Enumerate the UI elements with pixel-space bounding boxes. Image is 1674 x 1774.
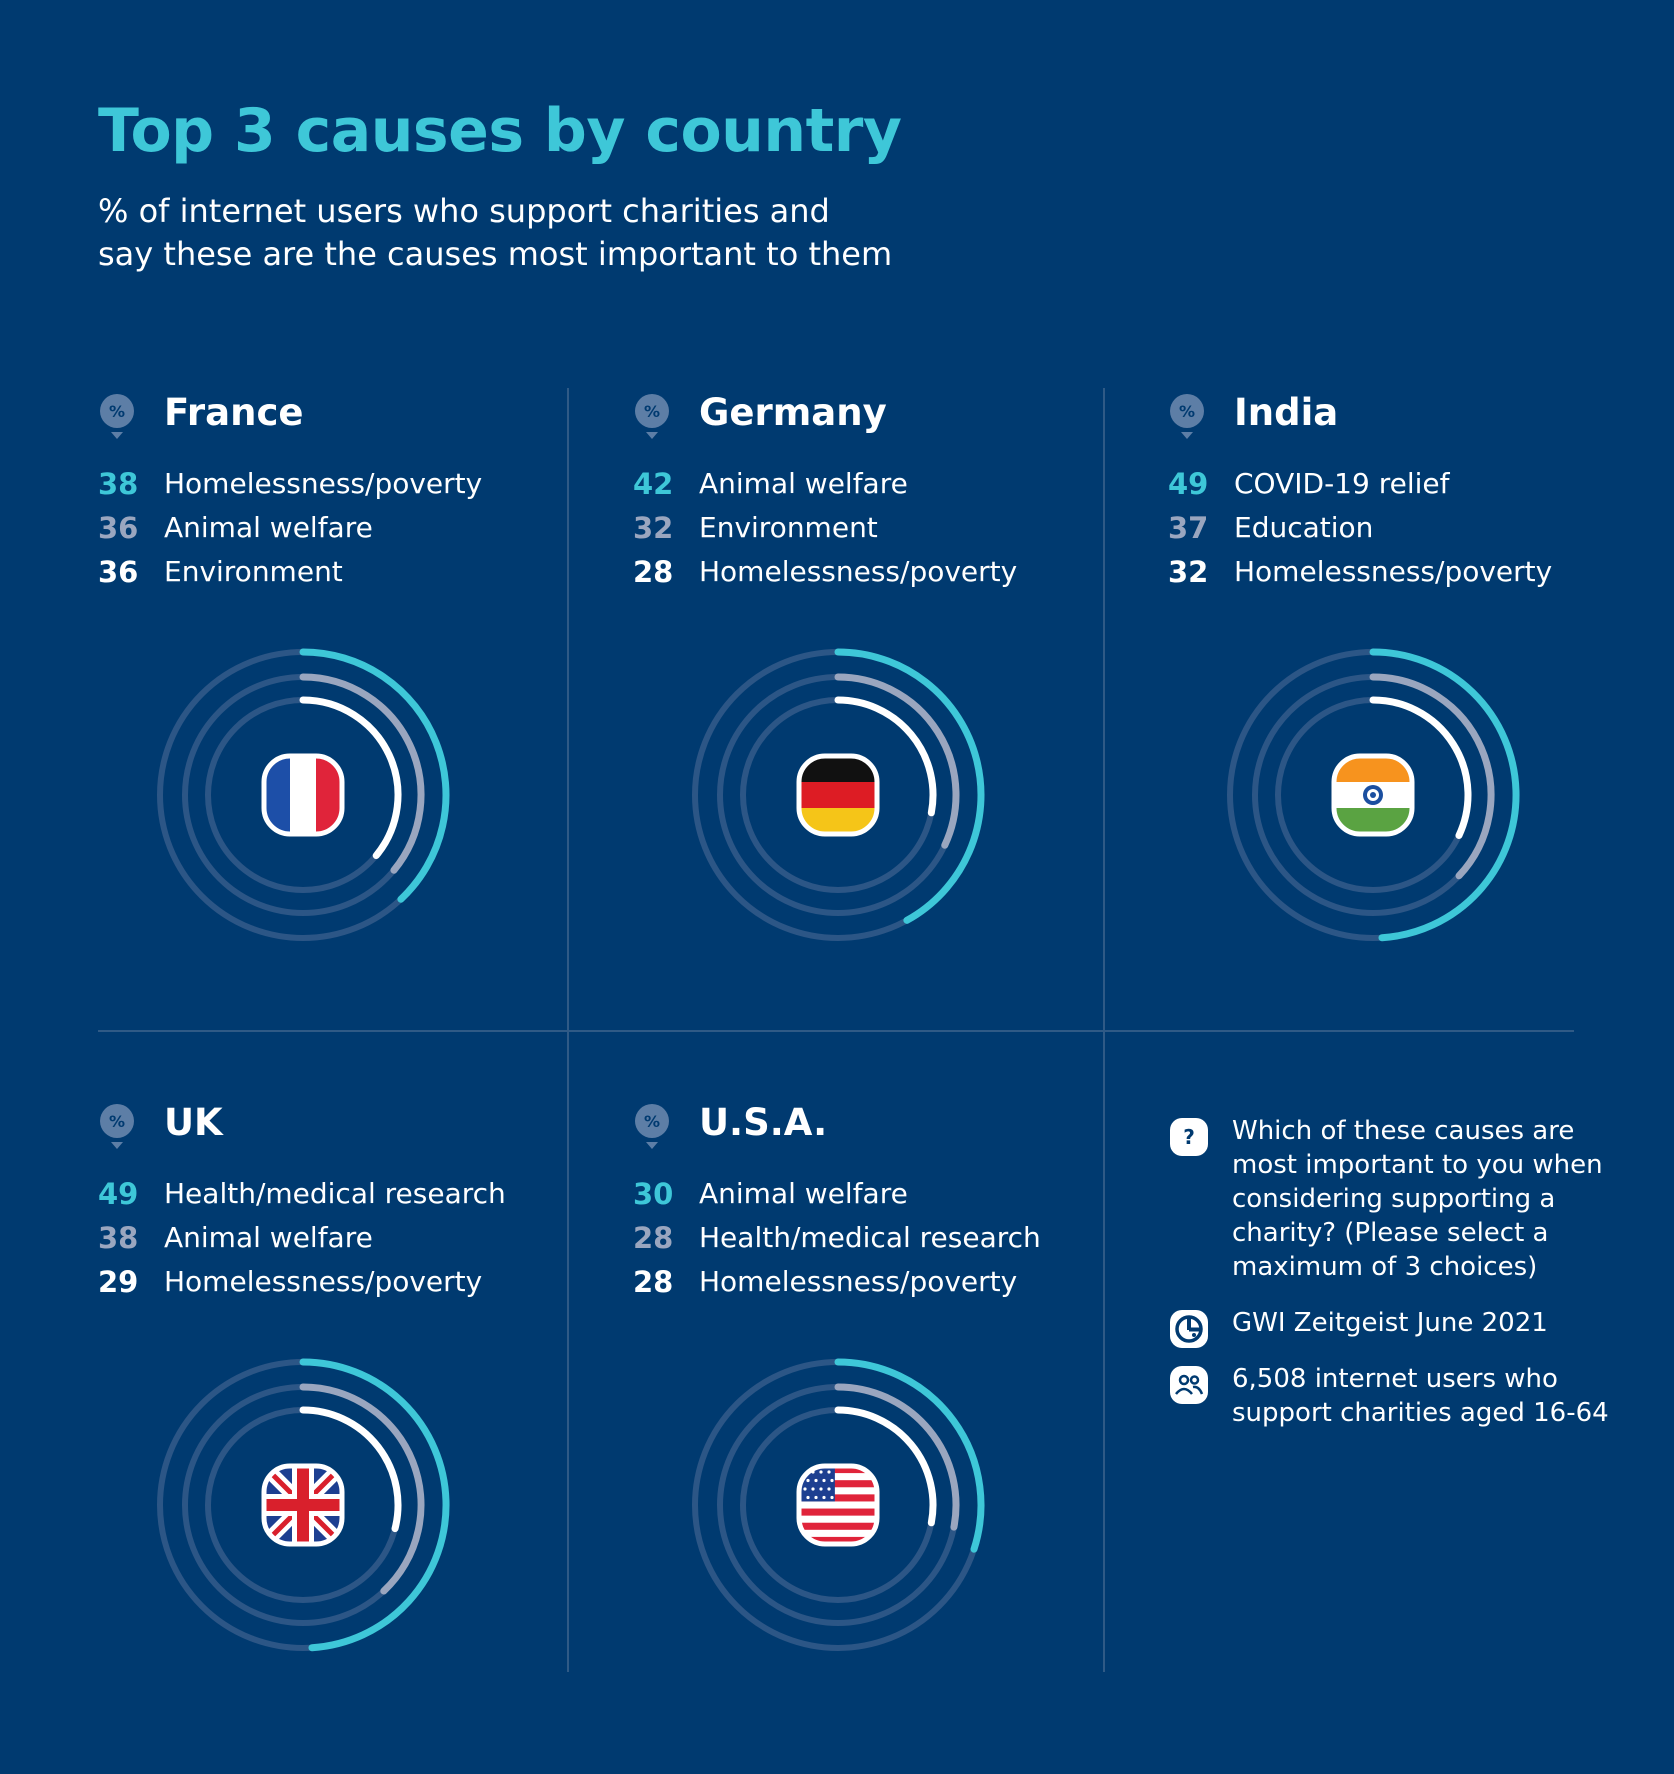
cause-value: 32 xyxy=(1168,555,1209,589)
percent-badge-icon: % xyxy=(635,394,669,439)
country-panel-india: % India 49 COVID-19 relief 37 Education 32 Hom… xyxy=(1168,390,1674,990)
cause-label: Health/medical research xyxy=(699,1221,1041,1254)
subtitle-line-1: % of internet users who support charitie… xyxy=(98,192,830,230)
question-icon: ? xyxy=(1170,1118,1208,1156)
cause-label: Homelessness/poverty xyxy=(1234,555,1553,588)
ring-arc-3 xyxy=(834,696,937,817)
page-subtitle: % of internet users who support charitie… xyxy=(98,190,998,276)
cause-label: Animal welfare xyxy=(699,1177,908,1210)
radial-chart-uk xyxy=(157,1358,450,1652)
ring-arc-1 xyxy=(834,1358,985,1553)
percent-badge-icon: % xyxy=(100,1104,134,1149)
radial-chart-germany xyxy=(692,648,985,941)
cause-value: 28 xyxy=(633,1221,674,1255)
cause-value: 30 xyxy=(633,1177,674,1211)
cause-value: 38 xyxy=(98,467,139,501)
france-flag-icon xyxy=(261,753,345,837)
cause-label: Animal welfare xyxy=(164,1221,373,1254)
ring-arc-3 xyxy=(834,1406,937,1527)
info-panel: ? Which of these causes are most importa… xyxy=(1168,1114,1638,1452)
cause-label: Homelessness/poverty xyxy=(164,467,483,500)
radial-chart-usa xyxy=(692,1358,985,1651)
cause-label: Animal welfare xyxy=(699,467,908,500)
usa-flag-icon xyxy=(796,1463,880,1547)
country-panel-germany: % Germany 42 Animal welfare 32 Environment 28… xyxy=(633,390,1163,990)
subtitle-line-2: say these are the causes most important … xyxy=(98,235,893,273)
cause-value: 49 xyxy=(1168,467,1209,501)
cause-value: 32 xyxy=(633,511,674,545)
percent-badge-icon: % xyxy=(100,394,134,439)
country-panel-france: % France 38 Homelessness/poverty 36 Animal w… xyxy=(98,390,628,990)
ring-arc-2 xyxy=(834,673,960,849)
cause-value: 37 xyxy=(1168,511,1209,545)
country-name: Germany xyxy=(699,391,887,434)
cause-label: Education xyxy=(1234,511,1374,544)
cause-value: 38 xyxy=(98,1221,139,1255)
cause-label: Homelessness/poverty xyxy=(164,1265,483,1298)
cause-value: 28 xyxy=(633,555,674,589)
percent-symbol: % xyxy=(109,1112,125,1131)
people-icon xyxy=(1170,1366,1208,1404)
percent-badge-icon: % xyxy=(1170,394,1204,439)
radial-chart-india xyxy=(1227,648,1520,942)
horizontal-divider xyxy=(98,1030,1574,1032)
cause-value: 49 xyxy=(98,1177,139,1211)
cause-value: 42 xyxy=(633,467,674,501)
india-flag-icon xyxy=(1331,753,1415,837)
cause-label: Homelessness/poverty xyxy=(699,555,1018,588)
source-row: GWI Zeitgeist June 2021 xyxy=(1168,1306,1638,1348)
ring-arc-1 xyxy=(299,648,450,903)
percent-symbol: % xyxy=(644,1112,660,1131)
cause-value: 28 xyxy=(633,1265,674,1299)
cause-value: 36 xyxy=(98,555,139,589)
country-name: UK xyxy=(164,1101,223,1144)
cause-value: 29 xyxy=(98,1265,139,1299)
ring-arc-3 xyxy=(1369,696,1472,839)
cause-label: Health/medical research xyxy=(164,1177,506,1210)
question-row: ? Which of these causes are most importa… xyxy=(1168,1114,1638,1284)
question-symbol: ? xyxy=(1183,1125,1195,1149)
country-name: India xyxy=(1234,391,1339,434)
country-panel-uk: % UK 49 Health/medical research 38 Animal we… xyxy=(98,1100,628,1700)
page-title: Top 3 causes by country xyxy=(98,96,902,166)
ring-arc-3 xyxy=(299,696,402,860)
gwi-logo-icon xyxy=(1170,1310,1208,1348)
survey-question: Which of these causes are most important… xyxy=(1232,1116,1603,1282)
radial-chart-france xyxy=(157,648,450,941)
ring-arc-3 xyxy=(299,1406,402,1533)
percent-symbol: % xyxy=(1179,402,1195,421)
germany-flag-icon xyxy=(796,753,880,837)
cause-label: Environment xyxy=(164,555,343,588)
country-panel-usa: % U.S.A. 30 Animal welfare 28 Health/medical… xyxy=(633,1100,1163,1700)
country-name: France xyxy=(164,391,304,434)
cause-label: Animal welfare xyxy=(164,511,373,544)
ring-arc-2 xyxy=(299,673,425,874)
base-row: 6,508 internet users who support chariti… xyxy=(1168,1362,1638,1430)
uk-flag-icon xyxy=(261,1463,345,1547)
cause-label: COVID-19 relief xyxy=(1234,467,1450,500)
ring-arc-1 xyxy=(834,648,985,924)
percent-symbol: % xyxy=(109,402,125,421)
ring-arc-2 xyxy=(834,1383,960,1531)
ring-arc-1 xyxy=(299,1358,450,1652)
cause-label: Environment xyxy=(699,511,878,544)
ring-arc-2 xyxy=(1369,673,1495,880)
country-name: U.S.A. xyxy=(699,1101,828,1144)
cause-label: Homelessness/poverty xyxy=(699,1265,1018,1298)
percent-symbol: % xyxy=(644,402,660,421)
cause-value: 36 xyxy=(98,511,139,545)
ring-arc-1 xyxy=(1369,648,1520,942)
percent-badge-icon: % xyxy=(635,1104,669,1149)
sample-base: 6,508 internet users who support chariti… xyxy=(1232,1364,1609,1428)
data-source: GWI Zeitgeist June 2021 xyxy=(1232,1308,1548,1338)
ring-arc-2 xyxy=(299,1383,425,1595)
